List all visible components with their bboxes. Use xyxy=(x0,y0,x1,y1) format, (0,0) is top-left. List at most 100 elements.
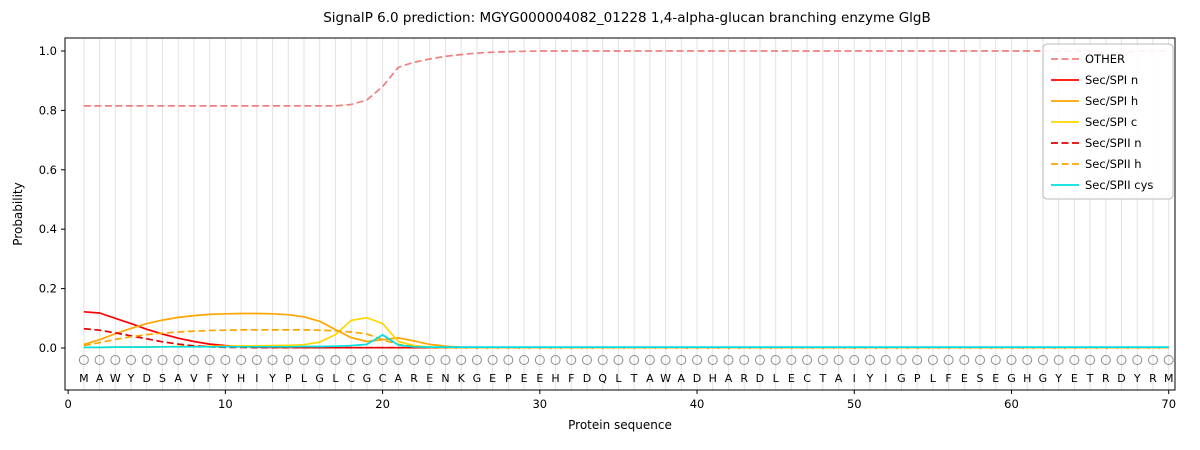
series-sec-spii-h xyxy=(83,329,1169,349)
residue-marker xyxy=(456,355,467,365)
residue-letter: C xyxy=(379,372,387,385)
residue-letter: A xyxy=(678,372,686,385)
series-sec-spii-cys xyxy=(83,334,1169,349)
residue-letter: L xyxy=(615,372,622,385)
residue-marker xyxy=(754,355,765,365)
residue-marker xyxy=(204,355,215,365)
legend-label-other: OTHER xyxy=(1085,52,1125,66)
plot-border xyxy=(64,37,1176,391)
residue-letter: Y xyxy=(268,372,276,385)
residue-marker xyxy=(566,355,577,365)
residue-marker xyxy=(141,355,152,365)
residue-letter: A xyxy=(725,372,733,385)
residue-marker xyxy=(927,355,938,365)
residue-marker xyxy=(786,355,797,365)
residue-letter: W xyxy=(660,372,671,385)
x-tick-label: 30 xyxy=(532,397,547,411)
residue-marker xyxy=(959,355,970,365)
residue-marker xyxy=(314,355,325,365)
grid-layer xyxy=(83,38,1170,390)
residue-marker xyxy=(676,355,687,365)
x-tick-label: 20 xyxy=(375,397,390,411)
residue-marker xyxy=(943,355,954,365)
residue-marker xyxy=(503,355,514,365)
residue-letter: T xyxy=(630,372,638,385)
residue-marker xyxy=(361,355,372,365)
residue-marker xyxy=(975,355,986,365)
residue-marker xyxy=(409,355,420,365)
residue-letter: G xyxy=(315,372,324,385)
residue-letter: H xyxy=(237,372,245,385)
y-tick-label: 0.4 xyxy=(39,222,57,236)
residue-letter: L xyxy=(332,372,339,385)
series-other xyxy=(83,50,1169,107)
residue-letter: E xyxy=(489,372,496,385)
residue-marker xyxy=(393,355,404,365)
residue-marker xyxy=(723,355,734,365)
residue-marker xyxy=(519,355,530,365)
y-tick-label: 0.6 xyxy=(39,163,57,177)
series-sec-spii-n xyxy=(83,327,1169,349)
residue-marker xyxy=(1006,355,1017,365)
residue-marker xyxy=(330,355,341,365)
residue-marker xyxy=(1116,355,1127,365)
residue-marker xyxy=(94,355,105,365)
residue-letter: Y xyxy=(127,372,135,385)
residue-letter: L xyxy=(301,372,308,385)
residue-marker xyxy=(487,355,498,365)
residue-marker xyxy=(1100,355,1111,365)
residue-marker xyxy=(707,355,718,365)
residue-letter: I xyxy=(255,372,258,385)
legend-label-sec-spi-n: Sec/SPI n xyxy=(1085,73,1138,87)
legend-label-sec-spii-h: Sec/SPII h xyxy=(1085,157,1142,171)
residue-letter: G xyxy=(897,372,906,385)
residue-letter: P xyxy=(914,372,921,385)
residue-letter: R xyxy=(1102,372,1110,385)
residue-letter: C xyxy=(347,372,355,385)
legend-label-sec-spi-c: Sec/SPI c xyxy=(1085,115,1137,129)
y-tick-label: 0.8 xyxy=(39,103,57,117)
residue-letter: E xyxy=(992,372,999,385)
residue-marker xyxy=(644,355,655,365)
residue-letter: R xyxy=(740,372,748,385)
residue-letter: L xyxy=(773,372,780,385)
residue-marker xyxy=(1053,355,1064,365)
residue-marker xyxy=(267,355,278,365)
residue-marker xyxy=(912,355,923,365)
residue-marker xyxy=(1085,355,1096,365)
residue-marker xyxy=(613,355,624,365)
residue-marker xyxy=(220,355,231,365)
residue-letter: E xyxy=(521,372,528,385)
residue-marker xyxy=(1147,355,1158,365)
residue-letter: A xyxy=(835,372,843,385)
residue-letter: A xyxy=(395,372,403,385)
residue-letter: C xyxy=(803,372,811,385)
residue-letter: R xyxy=(1149,372,1157,385)
residue-marker xyxy=(629,355,640,365)
residue-marker xyxy=(251,355,262,365)
y-tick-label: 1.0 xyxy=(39,44,57,58)
residue-letter: T xyxy=(1086,372,1094,385)
residue-marker xyxy=(770,355,781,365)
residue-letter: E xyxy=(1071,372,1078,385)
residue-marker xyxy=(692,355,703,365)
x-tick-label: 60 xyxy=(1004,397,1019,411)
residue-letter: Q xyxy=(598,372,607,385)
residue-marker xyxy=(440,355,451,365)
residue-marker xyxy=(236,355,247,365)
residue-marker xyxy=(298,355,309,365)
legend-label-sec-spii-n: Sec/SPII n xyxy=(1085,136,1142,150)
y-tick-label: 0.2 xyxy=(39,282,57,296)
residue-letter: A xyxy=(96,372,104,385)
residue-letter: P xyxy=(285,372,292,385)
residue-letter: G xyxy=(363,372,372,385)
residue-letter: D xyxy=(143,372,151,385)
y-tick-label: 0.0 xyxy=(39,341,57,355)
residue-letter: S xyxy=(159,372,166,385)
residue-marker xyxy=(880,355,891,365)
residue-marker xyxy=(597,355,608,365)
residue-letter: Y xyxy=(1133,372,1141,385)
residue-marker xyxy=(896,355,907,365)
